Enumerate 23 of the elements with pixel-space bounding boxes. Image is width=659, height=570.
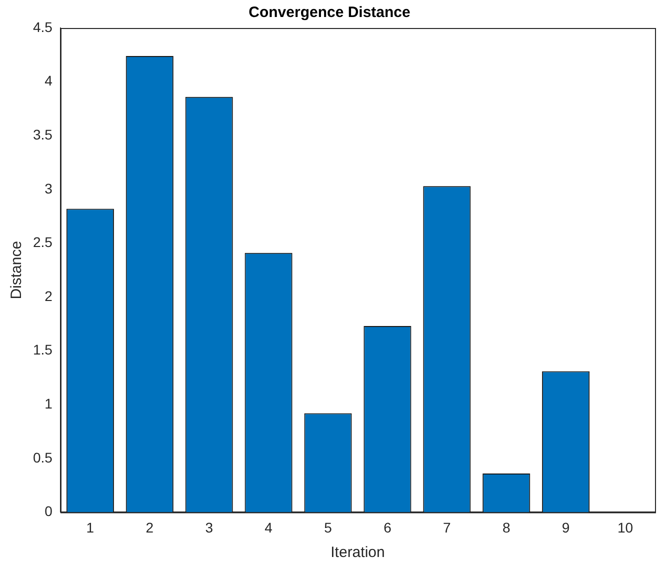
y-tick-label: 2 [44, 288, 53, 304]
y-tick-label: 4.5 [32, 18, 53, 35]
x-tick-label: 3 [205, 519, 214, 536]
x-tick-label: 10 [617, 519, 634, 536]
y-tick-label: 4 [44, 72, 53, 89]
y-tick-label: 1 [44, 395, 53, 412]
x-tick-label: 8 [502, 519, 510, 536]
y-tick-label: 1.5 [32, 342, 53, 358]
y-axis-title: Distance [8, 240, 26, 300]
x-axis-title: Iteration [330, 544, 385, 562]
y-tick-label: 3.5 [32, 126, 53, 142]
x-tick-label: 9 [562, 519, 570, 536]
x-tick-label: 4 [264, 519, 273, 536]
x-tick-label: 1 [86, 519, 94, 536]
x-tick-label: 5 [324, 519, 332, 536]
chart-title: Convergence Distance [248, 4, 410, 22]
x-tick-label: 2 [146, 519, 154, 536]
x-tick-label: 6 [384, 519, 392, 536]
y-tick-label: 2.5 [32, 234, 53, 250]
y-tick-label: 3 [44, 180, 53, 196]
x-tick-label: 7 [443, 519, 452, 536]
y-tick-label: 0 [44, 503, 53, 520]
y-tick-label: 0.5 [32, 449, 53, 466]
